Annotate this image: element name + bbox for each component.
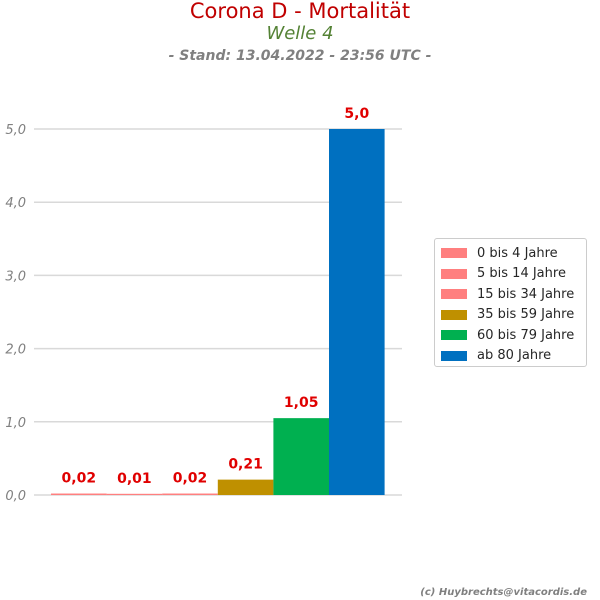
bar-value-label: 1,05 — [284, 395, 319, 411]
legend-swatch — [441, 350, 467, 361]
legend-item: 35 bis 59 Jahre — [441, 305, 580, 326]
legend-swatch — [441, 309, 467, 320]
bar — [106, 493, 163, 495]
y-tick-label: 5,0 — [5, 123, 26, 138]
chart-date-stamp: - Stand: 13.04.2022 - 23:56 UTC - — [168, 48, 432, 64]
bar — [51, 493, 107, 495]
bar — [162, 493, 218, 495]
legend-label: ab 80 Jahre — [477, 348, 552, 364]
y-tick-label: 3,0 — [5, 269, 26, 284]
bar-value-label: 0,01 — [117, 471, 152, 487]
chart-title: Corona D - Mortalität — [189, 0, 411, 23]
legend-swatch — [441, 330, 467, 341]
legend-label: 35 bis 59 Jahre — [477, 307, 575, 323]
bar-value-label: 0,02 — [62, 471, 97, 487]
legend-item: 0 bis 4 Jahre — [441, 243, 580, 264]
bar — [217, 479, 274, 495]
y-tick-label: 0,0 — [5, 489, 26, 504]
bar — [273, 418, 329, 495]
legend-label: 0 bis 4 Jahre — [477, 245, 558, 261]
legend-swatch — [441, 248, 467, 259]
chart-legend: 0 bis 4 Jahre 5 bis 14 Jahre 15 bis 34 Jah… — [434, 238, 587, 367]
chart-subtitle: Welle 4 — [266, 23, 334, 44]
legend-label: 60 bis 79 Jahre — [477, 327, 575, 343]
bar-value-label: 0,02 — [173, 471, 208, 487]
y-tick-label: 1,0 — [5, 416, 26, 431]
legend-item: 60 bis 79 Jahre — [441, 325, 580, 346]
bar-value-label: 0,21 — [228, 457, 263, 473]
legend-label: 5 bis 14 Jahre — [477, 266, 566, 282]
legend-item: 5 bis 14 Jahre — [441, 264, 580, 285]
bar — [329, 129, 385, 495]
y-tick-label: 4,0 — [5, 196, 26, 211]
legend-label: 15 bis 34 Jahre — [477, 286, 575, 302]
legend-item: 15 bis 34 Jahre — [441, 284, 580, 305]
legend-swatch — [441, 268, 467, 279]
y-tick-label: 2,0 — [5, 343, 26, 358]
legend-swatch — [441, 289, 467, 300]
copyright-credit: (c) Huybrechts@vitacordis.de — [420, 587, 587, 598]
legend-item: ab 80 Jahre — [441, 346, 580, 367]
bar-value-label: 5,0 — [344, 106, 369, 122]
